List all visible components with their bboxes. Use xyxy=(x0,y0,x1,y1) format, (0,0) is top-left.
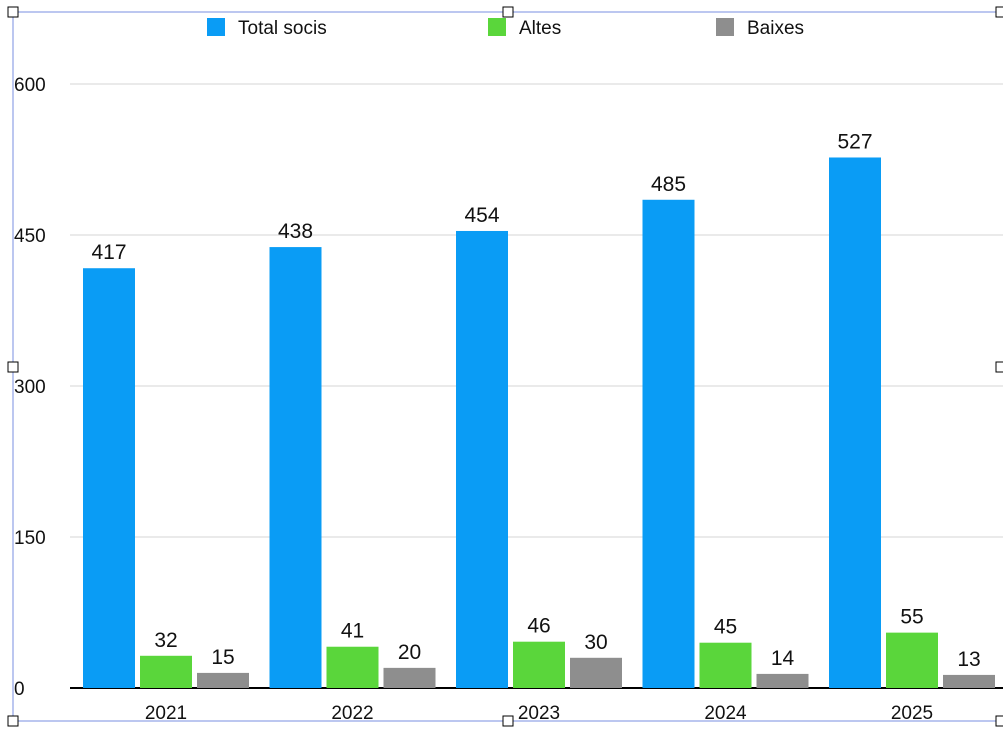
resize-handle[interactable] xyxy=(503,716,513,726)
bar xyxy=(513,642,565,688)
y-tick-label: 300 xyxy=(14,377,46,398)
bar xyxy=(197,673,249,688)
data-label: 45 xyxy=(714,616,737,639)
y-tick-label: 0 xyxy=(14,679,25,700)
data-label: 20 xyxy=(398,641,421,664)
bar xyxy=(943,675,995,688)
legend-swatch xyxy=(488,18,506,36)
data-label: 527 xyxy=(837,130,872,153)
data-label: 14 xyxy=(771,647,795,670)
data-label: 454 xyxy=(464,204,499,227)
resize-handle[interactable] xyxy=(8,716,18,726)
data-label: 46 xyxy=(527,615,550,638)
data-label: 438 xyxy=(278,220,313,243)
y-tick-label: 150 xyxy=(14,528,46,549)
resize-handle[interactable] xyxy=(996,716,1003,726)
resize-handle[interactable] xyxy=(996,362,1003,372)
data-label: 15 xyxy=(211,646,234,669)
y-tick-label: 600 xyxy=(14,75,46,96)
data-label: 30 xyxy=(584,631,607,654)
bar xyxy=(643,200,695,688)
bar xyxy=(83,268,135,688)
legend-label: Baixes xyxy=(747,18,804,39)
bar xyxy=(327,647,379,688)
bar xyxy=(886,633,938,688)
resize-handle[interactable] xyxy=(8,362,18,372)
bar xyxy=(270,247,322,688)
bar xyxy=(757,674,809,688)
legend-label: Total socis xyxy=(238,18,327,39)
legend-swatch xyxy=(716,18,734,36)
legend-swatch xyxy=(207,18,225,36)
bar xyxy=(700,643,752,688)
data-label: 417 xyxy=(91,241,126,264)
y-tick-label: 450 xyxy=(14,226,46,247)
bar xyxy=(384,668,436,688)
data-label: 32 xyxy=(154,629,177,652)
resize-handle[interactable] xyxy=(8,7,18,17)
data-label: 55 xyxy=(900,606,923,629)
bar xyxy=(456,231,508,688)
resize-handle[interactable] xyxy=(996,7,1003,17)
resize-handle[interactable] xyxy=(503,7,513,17)
data-label: 41 xyxy=(341,620,364,643)
bar xyxy=(570,658,622,688)
bar xyxy=(140,656,192,688)
data-label: 13 xyxy=(957,648,980,671)
legend-label: Altes xyxy=(519,18,561,39)
bar xyxy=(829,157,881,688)
data-label: 485 xyxy=(651,173,686,196)
